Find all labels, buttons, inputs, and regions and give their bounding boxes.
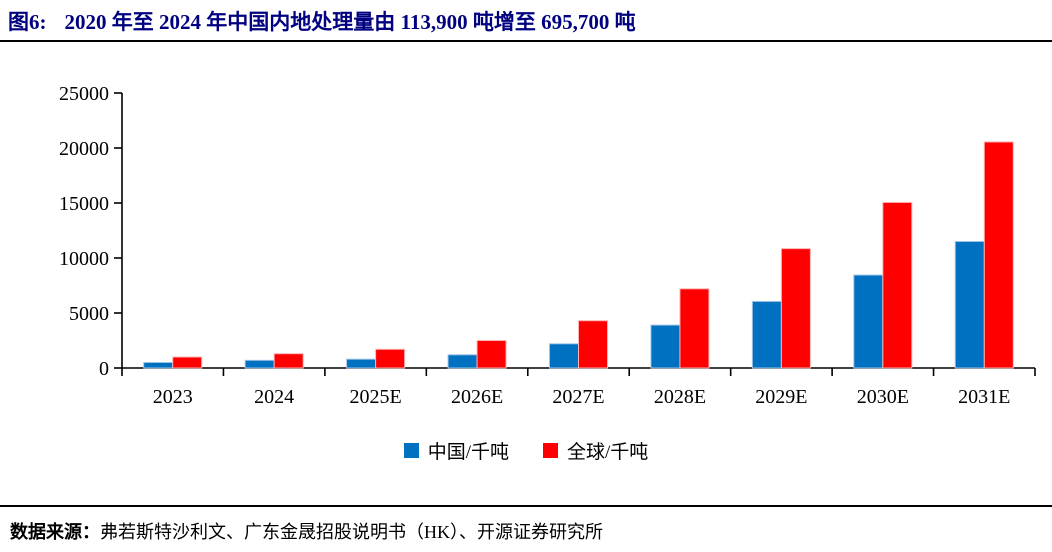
bar-global-2031E xyxy=(983,141,1014,369)
data-source-label: 数据来源： xyxy=(10,522,100,542)
bar-global-2028E xyxy=(679,288,710,369)
data-source-text: 弗若斯特沙利文、广东金晟招股说明书（HK）、开源证券研究所 xyxy=(100,522,603,542)
x-tick-label: 2029E xyxy=(755,386,807,408)
y-tick-label: 5000 xyxy=(69,303,109,325)
bar-china-2023 xyxy=(143,362,174,369)
x-tick-label: 2030E xyxy=(857,386,909,408)
x-tick-label: 2025E xyxy=(350,386,402,408)
y-tick-label: 15000 xyxy=(59,193,109,215)
data-source: 数据来源：弗若斯特沙利文、广东金晟招股说明书（HK）、开源证券研究所 xyxy=(10,518,1042,544)
x-tick-label: 2024 xyxy=(254,386,294,408)
y-tick-label: 25000 xyxy=(59,83,109,105)
figure-label: 图6: xyxy=(8,10,47,34)
bar-china-2025E xyxy=(346,358,377,369)
bar-global-2023 xyxy=(172,356,203,369)
bar-china-2031E xyxy=(954,241,985,369)
bar-global-2029E xyxy=(780,248,811,369)
bar-chart-canvas: 0 5000 10000 15000 20000 25000 2023 2024 2025E 20… xyxy=(59,83,1036,408)
figure-title: 2020 年至 2024 年中国内地处理量由 113,900 吨增至 695,7… xyxy=(64,10,636,34)
bar-global-2024 xyxy=(273,353,304,369)
figure-title-row: 图6: 2020 年至 2024 年中国内地处理量由 113,900 吨增至 6… xyxy=(8,8,1044,36)
footer-divider xyxy=(0,505,1052,507)
bar-chart: 0 5000 10000 15000 20000 25000 2023 2024 2025E 20… xyxy=(0,55,1052,420)
chart-legend: 中国/千吨 全球/千吨 xyxy=(0,437,1052,464)
legend-swatch-global-icon xyxy=(543,443,558,458)
title-divider xyxy=(0,40,1052,42)
x-tick-label: 2023 xyxy=(153,386,193,408)
x-tick-label: 2026E xyxy=(451,386,503,408)
bar-global-2027E xyxy=(578,320,608,369)
y-tick-label: 0 xyxy=(99,358,109,380)
bar-china-2030E xyxy=(853,274,884,369)
legend-item-global: 全球/千吨 xyxy=(543,437,648,464)
bar-china-2029E xyxy=(751,300,782,369)
bar-global-2025E xyxy=(375,348,406,369)
bar-global-2030E xyxy=(882,201,913,369)
y-tick-label: 20000 xyxy=(59,138,109,160)
legend-label-global: 全球/千吨 xyxy=(567,442,649,463)
bar-china-2027E xyxy=(549,343,579,369)
x-tick-label: 2031E xyxy=(958,386,1010,408)
bar-china-2024 xyxy=(244,359,275,369)
bar-china-2026E xyxy=(447,354,478,369)
bar-china-2028E xyxy=(650,324,681,369)
y-tick-label: 10000 xyxy=(59,248,109,270)
bar-global-2026E xyxy=(476,340,507,369)
legend-label-china: 中国/千吨 xyxy=(427,442,509,463)
legend-swatch-china-icon xyxy=(403,443,419,458)
x-tick-label: 2027E xyxy=(552,386,604,408)
legend-item-china: 中国/千吨 xyxy=(403,437,509,464)
x-tick-label: 2028E xyxy=(654,386,706,408)
